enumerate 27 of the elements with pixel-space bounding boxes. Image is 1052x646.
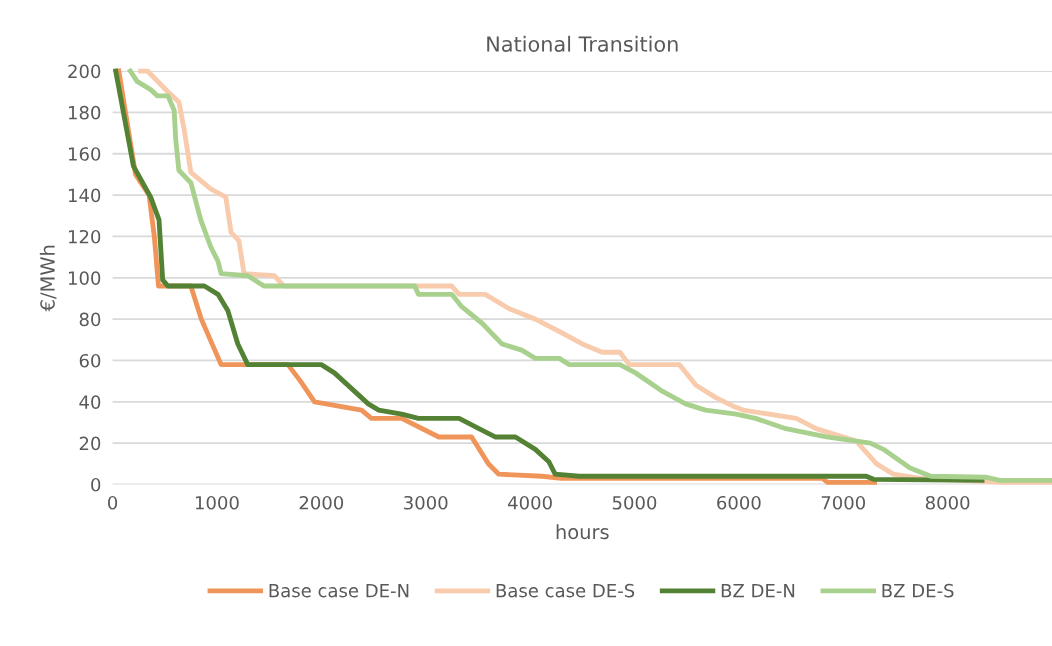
y-tick-label: 160 bbox=[68, 147, 101, 161]
x-tick-label: 7000 bbox=[821, 495, 866, 510]
legend-label: BZ DE-N bbox=[721, 583, 795, 598]
x-tick-label: 0 bbox=[108, 495, 118, 510]
legend-label: Base case DE-N bbox=[269, 583, 409, 598]
x-tick-label: 8000 bbox=[925, 495, 970, 510]
x-tick-label: 1000 bbox=[195, 495, 239, 510]
y-tick-label: 100 bbox=[68, 271, 101, 285]
y-tick-label: 180 bbox=[68, 105, 101, 120]
x-tick-label: 4000 bbox=[508, 495, 552, 510]
y-tick-label: 40 bbox=[79, 395, 101, 409]
y-tick-label: 140 bbox=[68, 188, 101, 203]
x-tick-label: 5000 bbox=[612, 495, 657, 510]
x-tick-label: 2000 bbox=[299, 495, 344, 510]
x-tick-label: 3000 bbox=[404, 495, 448, 510]
legend-label: BZ DE-S bbox=[882, 583, 954, 598]
y-tick-label: 120 bbox=[68, 229, 101, 244]
y-tick-label: 0 bbox=[91, 477, 101, 492]
chart-title: National Transition bbox=[487, 35, 678, 52]
y-axis-title: €/MWh bbox=[39, 245, 57, 312]
y-tick-label: 200 bbox=[68, 64, 101, 79]
y-tick-label: 60 bbox=[79, 353, 101, 368]
legend-label: Base case DE-S bbox=[496, 583, 635, 598]
y-tick-label: 80 bbox=[79, 312, 101, 327]
y-tick-label: 20 bbox=[79, 436, 101, 451]
x-tick-label: 6000 bbox=[717, 495, 761, 510]
x-axis-title: hours bbox=[556, 524, 609, 540]
